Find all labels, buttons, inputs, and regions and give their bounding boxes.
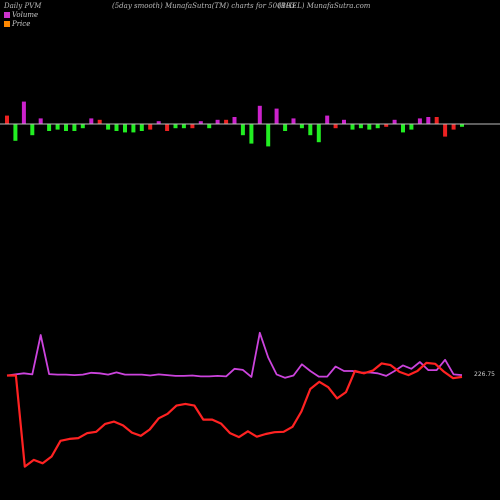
volume-bar [30, 124, 35, 136]
volume-bar [106, 124, 111, 130]
volume-bar [401, 124, 405, 133]
price-line [7, 361, 463, 468]
volume-bar [89, 118, 94, 124]
volume-bar [207, 124, 212, 129]
volume-bar [72, 124, 77, 131]
volume-bar [257, 105, 262, 124]
volume-bar [316, 124, 321, 143]
volume-bar [131, 124, 136, 133]
volume-bar [249, 124, 254, 144]
chart-header-left: Daily PVM [4, 2, 42, 10]
volume-bar [165, 124, 170, 131]
legend-volume-swatch [4, 12, 10, 18]
legend-volume-label: Volume [12, 11, 39, 19]
volume-bar [308, 124, 313, 136]
volume-bar [13, 124, 18, 141]
volume-bar [384, 124, 389, 127]
volume-bar [190, 124, 195, 129]
volume-bar [409, 124, 414, 130]
volume-bar [80, 124, 85, 129]
volume-bar [21, 101, 26, 124]
legend-price: Price [4, 20, 30, 28]
volume-bar [97, 119, 102, 124]
volume-bar [350, 124, 355, 130]
volume-bar [426, 117, 431, 124]
volume-bar [333, 124, 338, 129]
volume-bar [114, 124, 119, 131]
chart-header-center: (5day smooth) MunafaSutra(TM) charts for… [112, 2, 295, 10]
volume-bar [64, 124, 68, 131]
chart-header-right: (BHEL) MunafaSutra.com [278, 2, 371, 10]
volume-bar [375, 124, 380, 129]
volume-bar [434, 117, 439, 124]
line-series [6, 331, 463, 468]
pvm-line [6, 331, 463, 379]
volume-bar [283, 124, 288, 131]
volume-bar [139, 124, 144, 131]
end-value-label: 226.75 [474, 371, 495, 378]
volume-bar [240, 124, 245, 136]
volume-bar [299, 124, 304, 129]
volume-bar [55, 124, 60, 130]
volume-bar [392, 119, 397, 124]
volume-bars [5, 101, 464, 147]
legend-price-swatch [4, 21, 10, 27]
volume-bar [5, 115, 9, 124]
volume-bar [38, 118, 43, 124]
volume-bar [215, 119, 220, 124]
volume-bar [451, 124, 456, 130]
volume-bar [274, 108, 279, 124]
volume-bar [156, 121, 161, 124]
volume-bar [443, 124, 448, 137]
volume-bar [342, 119, 346, 124]
volume-bar [266, 124, 271, 147]
volume-bar [181, 124, 186, 129]
volume-bar [47, 124, 52, 131]
volume-bar [417, 118, 422, 124]
volume-bar [148, 124, 153, 130]
legend-price-label: Price [12, 20, 31, 28]
volume-bar [224, 119, 229, 124]
legend-volume: Volume [4, 11, 38, 19]
volume-bar [173, 124, 178, 129]
volume-bar [123, 124, 127, 133]
volume-bar [460, 124, 464, 127]
volume-bar [367, 124, 372, 130]
volume-bar [198, 121, 203, 124]
volume-bar [232, 117, 237, 124]
volume-bar [325, 115, 330, 124]
volume-bar [358, 124, 363, 129]
volume-bar [291, 118, 296, 124]
